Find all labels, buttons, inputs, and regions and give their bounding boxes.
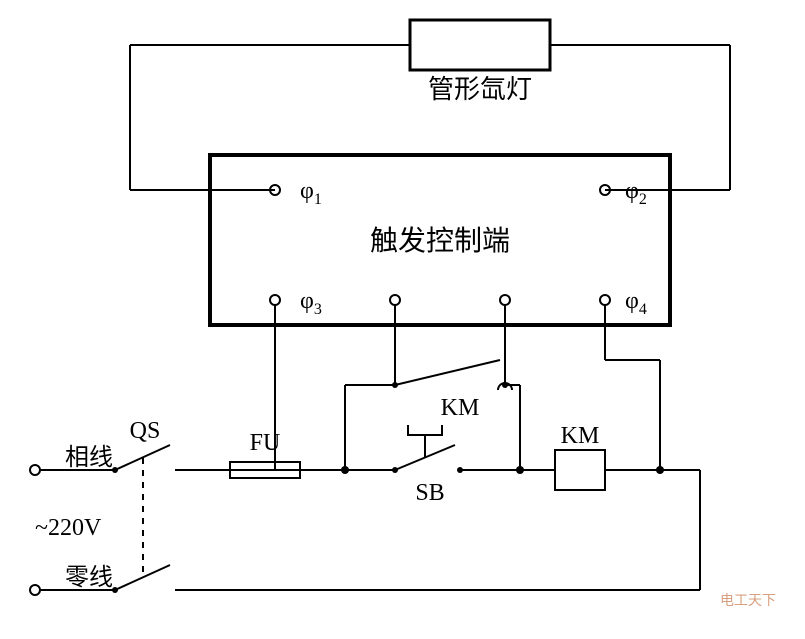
km-coil-label: KM [561, 423, 600, 449]
km-contact-label: KM [441, 395, 480, 421]
neutral-label: 零线 [65, 564, 113, 591]
phi2-label: φ2 [625, 178, 647, 208]
qs-label: QS [130, 418, 161, 444]
watermark: 电工天下 [720, 593, 776, 609]
phi3-terminal [270, 295, 280, 305]
node [112, 587, 118, 593]
km-coil-box [555, 450, 605, 490]
phase-label: 相线 [65, 444, 113, 471]
sb-actuator-bracket [408, 425, 442, 435]
neutral-terminal [30, 585, 40, 595]
phi3-label: φ3 [300, 288, 322, 318]
phi4-label: φ4 [625, 288, 647, 318]
sb-label: SB [415, 480, 444, 506]
km-contact-arm [395, 360, 500, 385]
lamp-label: 管形氙灯 [428, 75, 532, 104]
phase-terminal [30, 465, 40, 475]
node-after-fu [341, 466, 349, 474]
phi1-label: φ1 [300, 178, 322, 208]
voltage-label: ~220V [35, 515, 102, 541]
trigger-box-label: 触发控制端 [370, 225, 510, 257]
node [392, 467, 398, 473]
lamp-box [410, 20, 550, 70]
fu-label: FU [250, 430, 281, 456]
node [516, 466, 524, 474]
qs-top-arm [115, 445, 170, 470]
trigger-mid-left-terminal [390, 295, 400, 305]
node-after-km [656, 466, 664, 474]
trigger-mid-right-terminal [500, 295, 510, 305]
phi4-terminal [600, 295, 610, 305]
circuit-diagram: 管形氙灯 触发控制端 φ1 φ2 φ3 φ4 KM 相线 零线 ~220V [0, 0, 805, 639]
node [112, 467, 118, 473]
